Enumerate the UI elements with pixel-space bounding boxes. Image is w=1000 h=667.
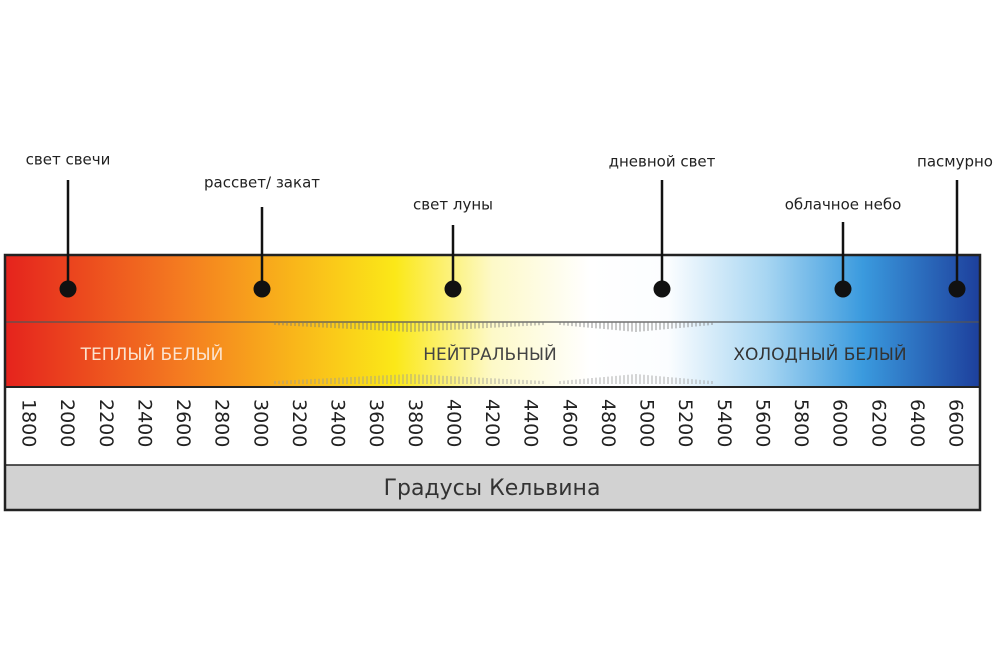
scale-title: Градусы Кельвина bbox=[384, 476, 601, 501]
kelvin-label: 1800 bbox=[18, 399, 40, 447]
kelvin-label: 4600 bbox=[558, 399, 580, 447]
color-bar bbox=[5, 255, 980, 387]
kelvin-label: 5600 bbox=[751, 399, 773, 447]
marker-label: рассвет/ закат bbox=[204, 174, 320, 192]
kelvin-label: 3600 bbox=[365, 399, 387, 447]
frame bbox=[3, 253, 982, 512]
marker-dot bbox=[59, 280, 77, 298]
kelvin-label: 6400 bbox=[906, 399, 928, 447]
kelvin-label: 5000 bbox=[636, 399, 658, 447]
fine-ticks bbox=[274, 322, 713, 384]
kelvin-label: 3800 bbox=[404, 399, 426, 447]
marker-label: свет свечи bbox=[26, 151, 111, 169]
marker-dot bbox=[653, 280, 671, 298]
marker-label: свет луны bbox=[413, 196, 493, 214]
kelvin-label: 3000 bbox=[249, 399, 271, 447]
zone-label: НЕЙТРАЛЬНЫЙ bbox=[423, 343, 556, 365]
kelvin-label: 6600 bbox=[945, 399, 967, 447]
kelvin-label: 5800 bbox=[790, 399, 812, 447]
kelvin-label: 2000 bbox=[56, 399, 78, 447]
zone-label: ХОЛОДНЫЙ БЕЛЫЙ bbox=[733, 343, 906, 365]
kelvin-label: 4400 bbox=[520, 399, 542, 447]
kelvin-label: 3200 bbox=[288, 399, 310, 447]
kelvin-label: 4000 bbox=[442, 399, 464, 447]
title-band bbox=[5, 465, 980, 510]
kelvin-label: 6000 bbox=[829, 399, 851, 447]
marker-dot bbox=[834, 280, 852, 298]
kelvin-label: 4200 bbox=[481, 399, 503, 447]
kelvin-label: 5400 bbox=[713, 399, 735, 447]
zone-label: ТЕПЛЫЙ БЕЛЫЙ bbox=[80, 343, 224, 365]
kelvin-label: 4800 bbox=[597, 399, 619, 447]
marker-label: облачное небо bbox=[785, 196, 902, 214]
kelvin-label: 2200 bbox=[95, 399, 117, 447]
scale-band bbox=[5, 387, 980, 465]
marker-dot bbox=[253, 280, 271, 298]
kelvin-label: 2800 bbox=[211, 399, 233, 447]
kelvin-label: 5200 bbox=[674, 399, 696, 447]
kelvin-label: 2400 bbox=[133, 399, 155, 447]
kelvin-label: 3400 bbox=[327, 399, 349, 447]
marker-label: дневной свет bbox=[609, 153, 716, 171]
marker-dot bbox=[948, 280, 966, 298]
marker-dot bbox=[444, 280, 462, 298]
kelvin-label: 2600 bbox=[172, 399, 194, 447]
kelvin-label: 6200 bbox=[867, 399, 889, 447]
marker-label: пасмурно bbox=[917, 153, 993, 171]
